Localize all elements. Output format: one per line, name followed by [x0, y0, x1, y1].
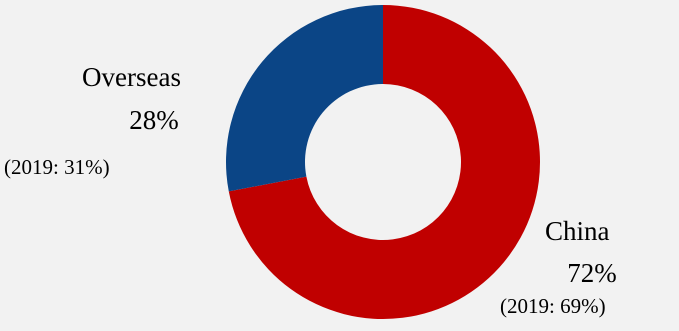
china-label: China: [545, 216, 610, 246]
overseas-percent-label: 28%: [129, 105, 179, 135]
china-percent-label: 72%: [567, 258, 617, 288]
slice-overseas: [225, 5, 383, 192]
overseas-label: Overseas: [82, 62, 181, 92]
overseas-2019-label: (2019: 31%): [4, 155, 110, 179]
slice-china: [228, 5, 541, 319]
china-2019-label: (2019: 69%): [500, 294, 606, 318]
